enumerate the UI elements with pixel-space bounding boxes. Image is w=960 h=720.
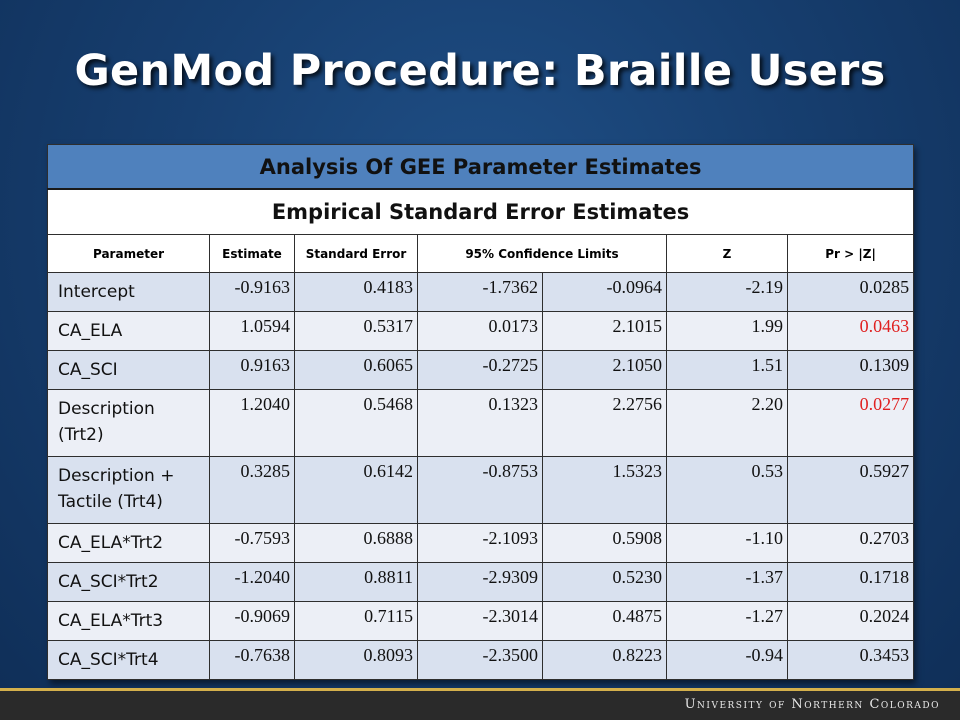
cell-p-value: 0.1718 <box>786 562 915 602</box>
table-row: CA_SCI 0.9163 0.6065 -0.2725 2.1050 1.51 0.130… <box>47 350 915 390</box>
table-row: CA_ELA*Trt2 -0.7593 0.6888 -2.1093 0.5908 -1.… <box>47 523 915 563</box>
gee-estimates-table-wrapper: Analysis Of GEE Parameter Estimates Empi… <box>46 144 915 680</box>
table-subtitle: Empirical Standard Error Estimates <box>46 188 915 235</box>
cell-standard-error: 0.8811 <box>294 562 418 602</box>
cell-standard-error: 0.6142 <box>294 456 418 524</box>
cell-standard-error: 0.6065 <box>294 350 418 390</box>
cell-estimate: -0.7593 <box>209 523 295 563</box>
cell-lower-limit: -2.3014 <box>417 601 543 641</box>
cell-upper-limit: 2.2756 <box>542 389 667 457</box>
university-logo-text: University of Northern Colorado <box>684 697 940 712</box>
cell-estimate: -0.9069 <box>209 601 295 641</box>
cell-parameter: CA_ELA*Trt2 <box>47 523 210 563</box>
cell-standard-error: 0.4183 <box>294 272 418 312</box>
cell-lower-limit: -2.3500 <box>417 640 543 680</box>
cell-lower-limit: -0.8753 <box>417 456 543 524</box>
cell-p-value: 0.2024 <box>786 601 915 641</box>
column-header-parameter: Parameter <box>47 234 210 273</box>
cell-upper-limit: 0.4875 <box>542 601 667 641</box>
cell-upper-limit: 1.5323 <box>542 456 667 524</box>
cell-standard-error: 0.5317 <box>294 311 418 351</box>
cell-lower-limit: -0.2725 <box>417 350 543 390</box>
cell-z: 1.51 <box>666 350 788 390</box>
cell-z: -1.27 <box>666 601 788 641</box>
slide-title: GenMod Procedure: Braille Users <box>74 46 886 96</box>
cell-p-value: 0.0463 <box>786 311 915 351</box>
cell-lower-limit: -1.7362 <box>417 272 543 312</box>
cell-upper-limit: 2.1050 <box>542 350 667 390</box>
footer-gold-line <box>0 688 960 691</box>
table-row: Intercept -0.9163 0.4183 -1.7362 -0.0964 -2.1… <box>47 272 915 312</box>
cell-parameter: CA_ELA*Trt3 <box>47 601 210 641</box>
cell-upper-limit: 0.5230 <box>542 562 667 602</box>
cell-z: -2.19 <box>666 272 788 312</box>
table-row: CA_SCI*Trt4 -0.7638 0.8093 -2.3500 0.8223 -0.… <box>47 640 915 680</box>
cell-z: 1.99 <box>666 311 788 351</box>
cell-standard-error: 0.6888 <box>294 523 418 563</box>
cell-parameter: CA_ELA <box>47 311 210 351</box>
cell-upper-limit: 0.5908 <box>542 523 667 563</box>
cell-lower-limit: 0.1323 <box>417 389 543 457</box>
cell-parameter: CA_SCI*Trt2 <box>47 562 210 602</box>
cell-parameter: Description (Trt2) <box>47 389 210 457</box>
cell-z: -0.94 <box>666 640 788 680</box>
cell-estimate: 1.2040 <box>209 389 295 457</box>
table-title: Analysis Of GEE Parameter Estimates <box>46 144 915 190</box>
table-row: CA_ELA*Trt3 -0.9069 0.7115 -2.3014 0.4875 -1.… <box>47 601 915 641</box>
cell-lower-limit: -2.9309 <box>417 562 543 602</box>
cell-estimate: 0.3285 <box>209 456 295 524</box>
cell-p-value: 0.3453 <box>786 640 915 680</box>
cell-upper-limit: 0.8223 <box>542 640 667 680</box>
cell-z: 0.53 <box>666 456 788 524</box>
cell-parameter: Intercept <box>47 272 210 312</box>
footer-bar: University of Northern Colorado <box>0 691 960 720</box>
cell-p-value: 0.1309 <box>786 350 915 390</box>
cell-estimate: -0.9163 <box>209 272 295 312</box>
cell-z: -1.10 <box>666 523 788 563</box>
cell-p-value: 0.2703 <box>786 523 915 563</box>
cell-upper-limit: -0.0964 <box>542 272 667 312</box>
cell-estimate: -0.7638 <box>209 640 295 680</box>
cell-parameter: CA_SCI*Trt4 <box>47 640 210 680</box>
table-row: Description (Trt2) 1.2040 0.5468 0.1323 2.27… <box>47 389 915 457</box>
column-header-row: Parameter Estimate Standard Error 95% Co… <box>47 234 915 273</box>
table-row: Description + Tactile (Trt4) 0.3285 0.6142… <box>47 456 915 524</box>
cell-parameter: CA_SCI <box>47 350 210 390</box>
cell-estimate: -1.2040 <box>209 562 295 602</box>
cell-estimate: 0.9163 <box>209 350 295 390</box>
column-header-confidence-limits: 95% Confidence Limits <box>417 234 667 273</box>
cell-z: -1.37 <box>666 562 788 602</box>
cell-lower-limit: 0.0173 <box>417 311 543 351</box>
column-header-p-value: Pr > |Z| <box>786 234 915 273</box>
cell-standard-error: 0.8093 <box>294 640 418 680</box>
cell-p-value: 0.5927 <box>786 456 915 524</box>
cell-lower-limit: -2.1093 <box>417 523 543 563</box>
gee-estimates-table: Analysis Of GEE Parameter Estimates Empi… <box>46 144 915 680</box>
cell-p-value: 0.0285 <box>786 272 915 312</box>
column-header-z: Z <box>666 234 788 273</box>
cell-p-value: 0.0277 <box>786 389 915 457</box>
cell-upper-limit: 2.1015 <box>542 311 667 351</box>
cell-standard-error: 0.7115 <box>294 601 418 641</box>
cell-parameter: Description + Tactile (Trt4) <box>47 456 210 524</box>
cell-standard-error: 0.5468 <box>294 389 418 457</box>
column-header-estimate: Estimate <box>209 234 295 273</box>
table-row: CA_ELA 1.0594 0.5317 0.0173 2.1015 1.99 0.0463 <box>47 311 915 351</box>
table-row: CA_SCI*Trt2 -1.2040 0.8811 -2.9309 0.5230 -1.… <box>47 562 915 602</box>
column-header-standard-error: Standard Error <box>294 234 418 273</box>
cell-estimate: 1.0594 <box>209 311 295 351</box>
cell-z: 2.20 <box>666 389 788 457</box>
